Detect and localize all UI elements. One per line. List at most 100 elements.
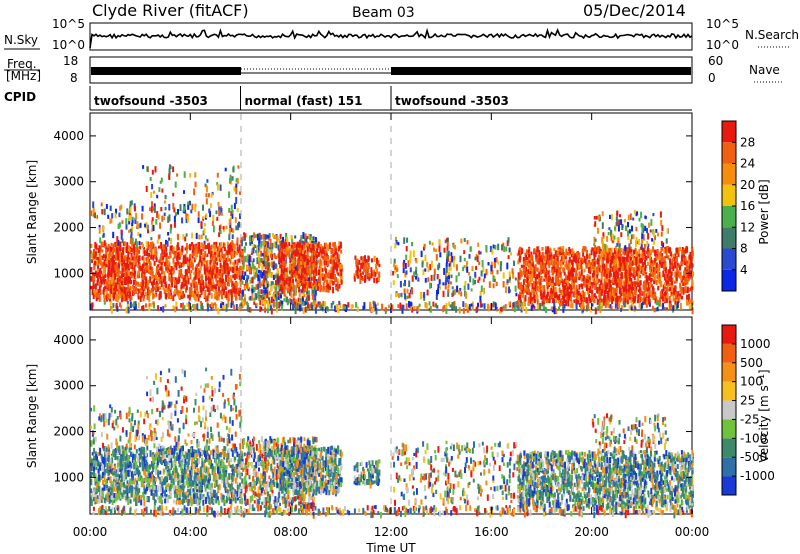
range-gate-cell — [400, 292, 403, 298]
range-gate-cell — [202, 204, 204, 211]
range-gate-cell — [334, 274, 336, 279]
range-gate-cell — [169, 295, 172, 299]
range-gate-cell — [195, 245, 198, 249]
range-gate-cell — [599, 248, 602, 253]
range-gate-cell — [490, 261, 493, 269]
range-gate-cell — [248, 307, 251, 313]
range-gate-cell — [558, 283, 561, 287]
range-gate-cell — [628, 243, 631, 249]
range-gate-cell — [319, 268, 322, 274]
range-gate-cell — [228, 208, 231, 213]
range-gate-cell — [252, 269, 255, 275]
range-gate-cell — [214, 293, 217, 300]
range-gate-cell — [189, 306, 192, 312]
range-gate-cell — [660, 240, 663, 247]
range-gate-cell — [281, 287, 284, 293]
range-gate-cell — [202, 285, 205, 290]
range-gate-cell — [260, 240, 263, 246]
range-gate-cell — [196, 303, 199, 310]
range-gate-cell — [593, 254, 596, 261]
range-gate-cell — [545, 299, 548, 304]
range-gate-cell — [596, 278, 599, 284]
range-gate-cell — [153, 247, 156, 255]
range-gate-cell — [197, 295, 200, 302]
range-gate-cell — [215, 268, 218, 273]
range-gate-cell — [582, 246, 585, 252]
range-gate-cell — [502, 272, 505, 279]
range-gate-cell — [235, 225, 238, 231]
range-gate-cell — [690, 256, 693, 262]
range-gate-cell — [294, 250, 297, 257]
range-gate-cell — [544, 264, 547, 268]
range-gate-cell — [625, 287, 628, 294]
range-gate-cell — [262, 260, 265, 266]
range-gate-cell — [671, 277, 674, 282]
range-gate-cell — [96, 260, 99, 266]
range-gate-cell — [615, 269, 617, 276]
range-gate-cell — [121, 255, 123, 263]
range-gate-cell — [618, 248, 621, 252]
range-gate-cell — [160, 276, 163, 281]
range-gate-cell — [539, 269, 542, 274]
range-gate-cell — [639, 289, 642, 296]
range-gate-cell — [406, 237, 409, 243]
range-gate-cell — [470, 288, 473, 292]
range-gate-cell — [528, 259, 531, 266]
range-gate-cell — [232, 274, 235, 279]
range-gate-cell — [113, 287, 116, 292]
range-gate-cell — [338, 241, 341, 246]
range-gate-cell — [306, 251, 309, 258]
range-gate-cell — [483, 303, 486, 309]
range-gate-cell — [290, 253, 293, 259]
range-gate-cell — [469, 246, 472, 253]
range-gate-cell — [262, 293, 265, 297]
range-gate-cell — [551, 276, 554, 284]
range-gate-cell — [121, 283, 124, 289]
range-gate-cell — [267, 300, 270, 307]
range-gate-cell — [589, 262, 592, 266]
range-gate-cell — [189, 264, 192, 269]
range-gate-cell — [600, 251, 603, 258]
range-gate-cell — [626, 298, 629, 305]
range-gate-cell — [561, 248, 564, 253]
range-gate-cell — [267, 234, 270, 239]
range-gate-cell — [524, 270, 526, 278]
range-gate-cell — [119, 293, 122, 299]
range-gate-cell — [257, 245, 260, 251]
range-gate-cell — [257, 283, 260, 290]
range-gate-cell — [283, 264, 286, 270]
range-gate-cell — [193, 188, 196, 196]
range-gate-cell — [618, 243, 621, 248]
range-gate-cell — [532, 289, 535, 295]
range-gate-cell — [541, 247, 544, 251]
range-gate-cell — [619, 265, 621, 272]
range-gate-cell — [600, 267, 603, 272]
range-gate-cell — [296, 258, 299, 264]
range-gate-cell — [209, 276, 212, 282]
range-gate-cell — [144, 266, 147, 272]
range-gate-cell — [128, 229, 131, 233]
range-gate-cell — [150, 220, 153, 225]
range-gate-cell — [235, 178, 238, 183]
range-gate-cell — [148, 295, 151, 303]
range-gate-cell — [117, 223, 120, 230]
range-gate-cell — [640, 270, 643, 274]
range-gate-cell — [393, 263, 396, 268]
range-gate-cell — [624, 264, 627, 270]
range-gate-cell — [638, 284, 641, 291]
range-gate-cell — [628, 229, 631, 234]
range-gate-cell — [666, 292, 669, 299]
range-gate-cell — [168, 272, 171, 277]
range-gate-cell — [181, 217, 184, 224]
range-gate-cell — [542, 291, 545, 297]
range-gate-cell — [336, 252, 339, 260]
range-gate-cell — [207, 281, 210, 285]
range-gate-cell — [656, 249, 658, 255]
range-gate-cell — [242, 266, 245, 270]
range-gate-cell — [479, 290, 482, 298]
range-gate-cell — [629, 239, 632, 245]
range-gate-cell — [271, 243, 274, 250]
range-gate-cell — [651, 290, 654, 296]
range-gate-cell — [608, 287, 611, 293]
range-gate-cell — [655, 268, 658, 274]
